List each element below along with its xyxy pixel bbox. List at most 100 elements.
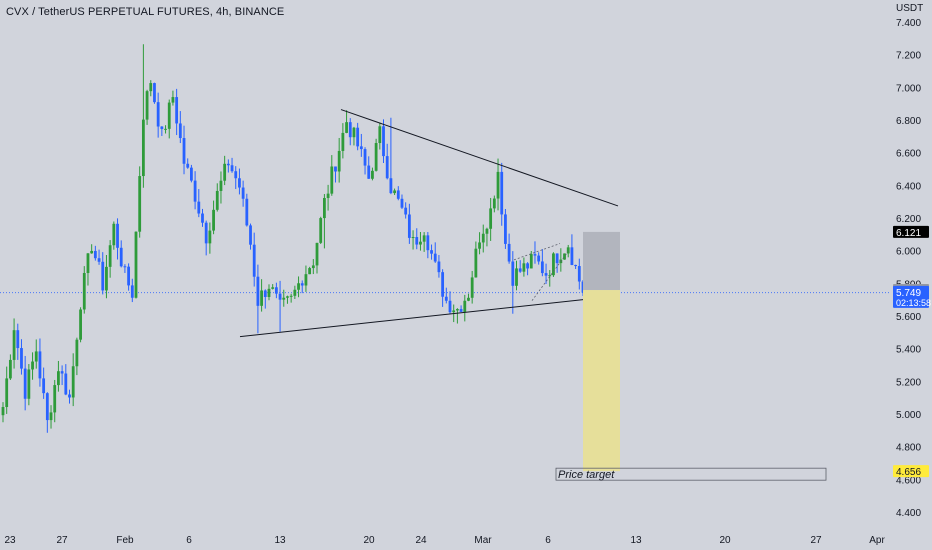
candle <box>178 111 182 144</box>
candle-body <box>400 198 404 208</box>
candle-body <box>12 330 16 360</box>
candle <box>430 244 433 260</box>
candle-body <box>544 273 548 276</box>
candle-body <box>470 277 474 298</box>
candle-body <box>489 208 493 229</box>
candle <box>86 253 90 286</box>
x-tick-label: 6 <box>186 535 192 546</box>
y-tick-label: 5.000 <box>896 410 921 421</box>
x-tick-label: 13 <box>630 535 642 546</box>
candle <box>286 295 289 304</box>
candle-body <box>492 198 496 209</box>
candle <box>49 405 53 429</box>
candle <box>127 263 131 291</box>
candle-body <box>190 167 193 181</box>
candle <box>400 194 404 210</box>
candle <box>278 280 282 332</box>
candle-body <box>274 287 278 294</box>
candle <box>300 280 304 294</box>
candle <box>215 183 219 212</box>
candle <box>97 249 101 265</box>
candle-body <box>64 373 68 395</box>
candle-body <box>204 222 208 244</box>
chart-title: CVX / TetherUS PERPETUAL FUTURES, 4h, BI… <box>6 6 285 18</box>
stop-loss-zone <box>583 231 620 291</box>
candle <box>304 265 308 292</box>
candle-body <box>345 122 348 133</box>
candle <box>374 138 378 172</box>
candle <box>57 360 60 392</box>
candle <box>363 147 367 175</box>
candle <box>116 218 119 260</box>
candle-body <box>518 268 522 272</box>
candle-body <box>42 378 46 394</box>
candle <box>467 293 470 302</box>
candle <box>459 305 463 312</box>
currency-label: USDT <box>896 3 923 14</box>
candle <box>12 318 16 369</box>
candle-body <box>574 264 578 267</box>
candle-body <box>367 165 371 179</box>
candle <box>422 232 426 252</box>
candle-body <box>16 330 20 349</box>
candle-body <box>212 209 215 231</box>
candle <box>112 221 116 250</box>
candle-body <box>363 149 367 166</box>
candle <box>164 125 167 134</box>
candle <box>492 195 496 213</box>
candle-body <box>478 242 481 249</box>
x-tick-label: 23 <box>4 535 16 546</box>
candle-body <box>570 247 574 265</box>
candle-body <box>90 250 94 254</box>
candle-body <box>101 261 105 291</box>
candle-body <box>149 83 153 92</box>
candle <box>42 367 46 399</box>
candle-body <box>105 266 108 291</box>
y-tick-label: 6.800 <box>896 116 921 127</box>
candle <box>60 365 64 386</box>
candle <box>526 262 529 276</box>
candle <box>352 126 356 146</box>
candle <box>389 117 393 195</box>
candle <box>496 158 500 211</box>
candle <box>570 234 574 266</box>
candle-body <box>382 126 385 157</box>
candle <box>334 166 337 183</box>
y-tick-label: 5.400 <box>896 345 921 356</box>
candle <box>341 123 345 159</box>
candle <box>448 291 452 314</box>
y-tick-label: 6.000 <box>896 247 921 258</box>
candle <box>31 352 34 380</box>
candle-body <box>238 178 241 188</box>
candle-body <box>463 300 467 312</box>
candle-body <box>208 230 212 244</box>
candle-body <box>404 207 408 215</box>
y-tick-label: 4.400 <box>896 508 921 519</box>
candle-body <box>60 371 64 374</box>
candle-body <box>71 366 75 398</box>
candle <box>426 232 430 259</box>
candle <box>548 270 552 287</box>
candle-body <box>38 351 42 379</box>
target-price-tag: 4.656 <box>896 467 921 478</box>
candle-body <box>282 297 286 300</box>
candle <box>204 220 208 256</box>
x-tick-label: Apr <box>869 535 885 546</box>
candle-body <box>252 244 256 277</box>
candle <box>93 245 97 261</box>
candle-body <box>311 265 315 269</box>
candle-body <box>293 289 297 296</box>
candle-body <box>308 268 312 275</box>
candle <box>68 389 71 404</box>
candle <box>577 258 581 290</box>
x-tick-label: Mar <box>474 535 492 546</box>
candle <box>485 227 489 247</box>
candle <box>45 392 49 433</box>
candle-body <box>171 97 175 103</box>
candle <box>5 366 9 414</box>
candle-body <box>230 165 234 172</box>
candle <box>544 263 548 284</box>
candle-body <box>467 297 470 301</box>
stop-price-tag: 6.121 <box>896 228 921 239</box>
